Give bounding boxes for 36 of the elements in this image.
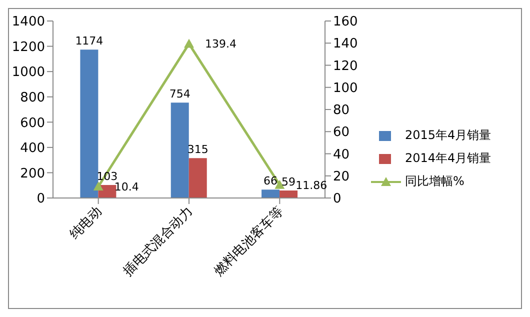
y-tick-label: 1200 xyxy=(12,40,45,55)
data-label: 1174 xyxy=(75,34,104,48)
data-label: 754 xyxy=(169,88,190,101)
y2-tick-label: 20 xyxy=(333,169,350,184)
y2-tick-label: 160 xyxy=(333,14,358,30)
y2-tick-label: 60 xyxy=(333,125,350,140)
data-label: 11.86 xyxy=(296,178,328,192)
y2-tick-label: 0 xyxy=(333,192,342,207)
x-tick-label: 纯电动 xyxy=(66,204,106,242)
legend-label: 2014年4月销量 xyxy=(405,150,492,167)
point xyxy=(93,181,104,190)
y-tick-label: 1000 xyxy=(12,65,45,80)
bar xyxy=(188,158,207,198)
bar xyxy=(170,102,189,198)
x-tick-label: 燃料电池客车等 xyxy=(210,204,286,280)
y2-tick-label: 120 xyxy=(333,58,358,74)
x-tick-label: 插电式混合动力 xyxy=(120,204,196,280)
data-label: 66 xyxy=(264,174,278,188)
y-tick-label: 1400 xyxy=(12,14,45,30)
y-tick-label: 400 xyxy=(20,141,45,156)
legend-label: 2015年4月销量 xyxy=(405,127,492,144)
y-tick-label: 600 xyxy=(20,116,45,131)
legend-label: 同比增幅% xyxy=(405,173,464,190)
bar xyxy=(80,50,98,198)
data-label: 59 xyxy=(282,176,296,189)
y-tick-label: 200 xyxy=(20,166,45,182)
y-tick-label: 0 xyxy=(36,192,45,207)
y-tick-label: 800 xyxy=(20,90,45,106)
y2-tick-label: 40 xyxy=(333,147,350,162)
y2-tick-label: 80 xyxy=(333,103,350,118)
y2-tick-label: 140 xyxy=(333,36,358,52)
data-label: 139.4 xyxy=(205,38,236,51)
y2-tick-label: 100 xyxy=(333,80,358,96)
bar xyxy=(280,190,298,198)
bar xyxy=(262,190,280,198)
point xyxy=(184,38,194,48)
